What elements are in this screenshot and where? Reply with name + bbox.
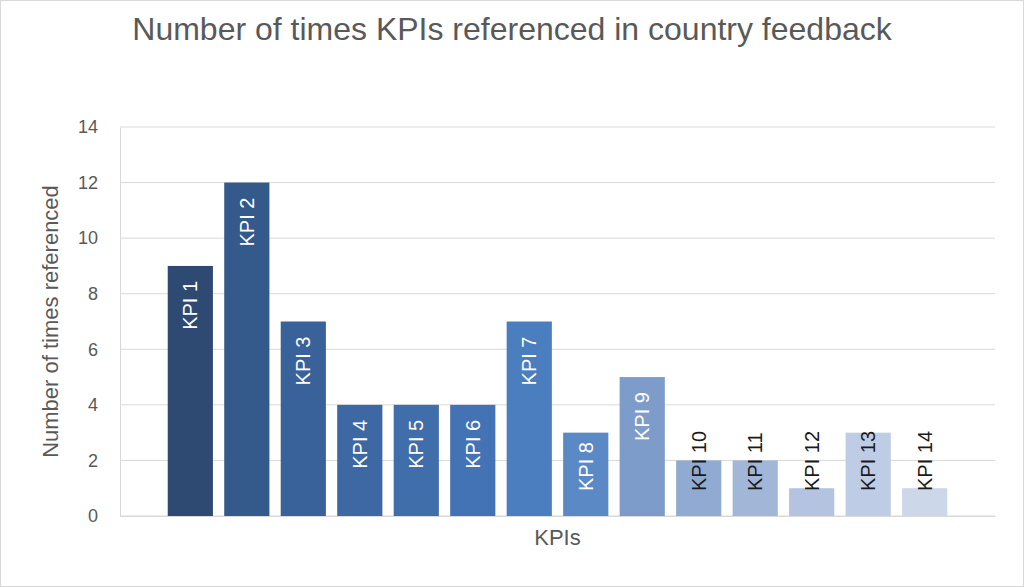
y-tick: 6 xyxy=(88,340,120,360)
bar xyxy=(281,322,326,517)
bar xyxy=(620,377,665,516)
category-label: KPI 10 xyxy=(688,431,710,491)
y-axis-line xyxy=(120,128,121,517)
y-tick: 0 xyxy=(88,506,120,526)
chart-frame xyxy=(1,1,1024,587)
y-tick-label: 12 xyxy=(78,173,98,193)
category-label: KPI 4 xyxy=(349,420,371,469)
title-line: Number of times KPIs referenced in count… xyxy=(132,11,892,47)
y-tick-label: 0 xyxy=(88,506,98,526)
grid xyxy=(120,127,995,516)
y-tick-label: 6 xyxy=(88,340,98,360)
category-label: KPI 5 xyxy=(405,420,427,469)
chart-container: 02468101214KPI 1KPI 2KPI 3KPI 4KPI 5KPI … xyxy=(0,0,1024,587)
y-tick-label: 10 xyxy=(78,228,98,248)
bar xyxy=(394,405,439,516)
category-labels: KPI 1 KPI 2 KPI 3 KPI 4 KPI 5 KPI 6 KPI 7 KPI 8… xyxy=(179,198,935,491)
grid-line xyxy=(120,127,995,128)
y-tick-label: 2 xyxy=(88,451,98,471)
category-label: KPI 13 xyxy=(857,431,879,491)
bar xyxy=(789,488,834,516)
bar xyxy=(507,322,552,517)
category-label: KPI 3 xyxy=(292,337,314,386)
category-label: KPI 6 xyxy=(462,420,484,469)
x-axis-title: KPIs xyxy=(534,525,580,550)
title: Number of times KPIs referenced in count… xyxy=(132,11,892,47)
y-tick-label: 14 xyxy=(78,117,98,137)
x-axis xyxy=(121,516,996,517)
y-tick: 10 xyxy=(78,228,120,248)
category-label: KPI 1 xyxy=(179,281,201,330)
y-tick: 8 xyxy=(88,284,120,304)
category-label: KPI 2 xyxy=(236,198,258,247)
y-tick-label: 4 xyxy=(88,395,98,415)
chart-svg: 02468101214KPI 1KPI 2KPI 3KPI 4KPI 5KPI … xyxy=(0,0,1024,587)
y-tick: 2 xyxy=(88,451,120,471)
category-label: KPI 14 xyxy=(914,431,936,491)
bar xyxy=(224,183,269,516)
bar xyxy=(337,405,382,516)
bar xyxy=(902,488,947,516)
y-tick: 4 xyxy=(88,395,120,415)
y-tick-label: 8 xyxy=(88,284,98,304)
category-label: KPI 7 xyxy=(518,337,540,386)
category-label: KPI 11 xyxy=(744,432,766,491)
bar xyxy=(168,266,213,516)
y-axis: 0 2 4 6 8 10 12 14 xyxy=(78,117,121,526)
y-tick: 12 xyxy=(78,173,120,193)
bars xyxy=(168,183,948,516)
category-label: KPI 8 xyxy=(575,442,597,491)
bar xyxy=(450,405,495,516)
y-axis-title: Number of times referenced xyxy=(38,185,63,458)
category-label: KPI 9 xyxy=(631,392,653,441)
x-axis-line xyxy=(121,516,996,517)
bar xyxy=(563,433,608,516)
y-tick: 14 xyxy=(78,117,120,137)
category-label: KPI 12 xyxy=(801,431,823,491)
